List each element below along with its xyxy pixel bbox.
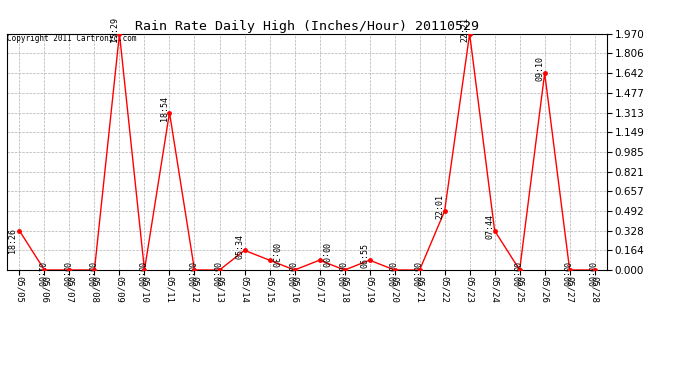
Text: 00:00: 00:00 bbox=[511, 262, 520, 286]
Text: 01:00: 01:00 bbox=[35, 262, 44, 286]
Title: Rain Rate Daily High (Inches/Hour) 20110529: Rain Rate Daily High (Inches/Hour) 20110… bbox=[135, 20, 479, 33]
Text: 18:26: 18:26 bbox=[8, 228, 17, 253]
Text: 06:55: 06:55 bbox=[361, 243, 370, 268]
Text: 00:00: 00:00 bbox=[86, 262, 95, 286]
Text: 06:00: 06:00 bbox=[210, 262, 219, 286]
Text: 00:00: 00:00 bbox=[61, 262, 70, 286]
Text: 00:00: 00:00 bbox=[586, 262, 595, 286]
Text: 09:10: 09:10 bbox=[535, 56, 544, 81]
Text: 22:01: 22:01 bbox=[435, 194, 444, 219]
Text: 07:44: 07:44 bbox=[486, 214, 495, 239]
Text: 00:00: 00:00 bbox=[561, 262, 570, 286]
Text: 05:34: 05:34 bbox=[235, 234, 244, 259]
Text: 00:30: 00:30 bbox=[270, 243, 279, 268]
Text: Copyright 2011 Cartronic.com: Copyright 2011 Cartronic.com bbox=[7, 34, 137, 43]
Text: 00:00: 00:00 bbox=[186, 262, 195, 286]
Text: 00:00: 00:00 bbox=[286, 262, 295, 286]
Text: 22:21: 22:21 bbox=[461, 17, 470, 42]
Text: 06:00: 06:00 bbox=[411, 262, 420, 286]
Text: 00:00: 00:00 bbox=[386, 262, 395, 286]
Text: 06:00: 06:00 bbox=[335, 262, 344, 286]
Text: 15:29: 15:29 bbox=[110, 17, 119, 42]
Text: 18:54: 18:54 bbox=[161, 96, 170, 121]
Text: 00:00: 00:00 bbox=[319, 243, 328, 268]
Text: 00:00: 00:00 bbox=[135, 262, 144, 286]
